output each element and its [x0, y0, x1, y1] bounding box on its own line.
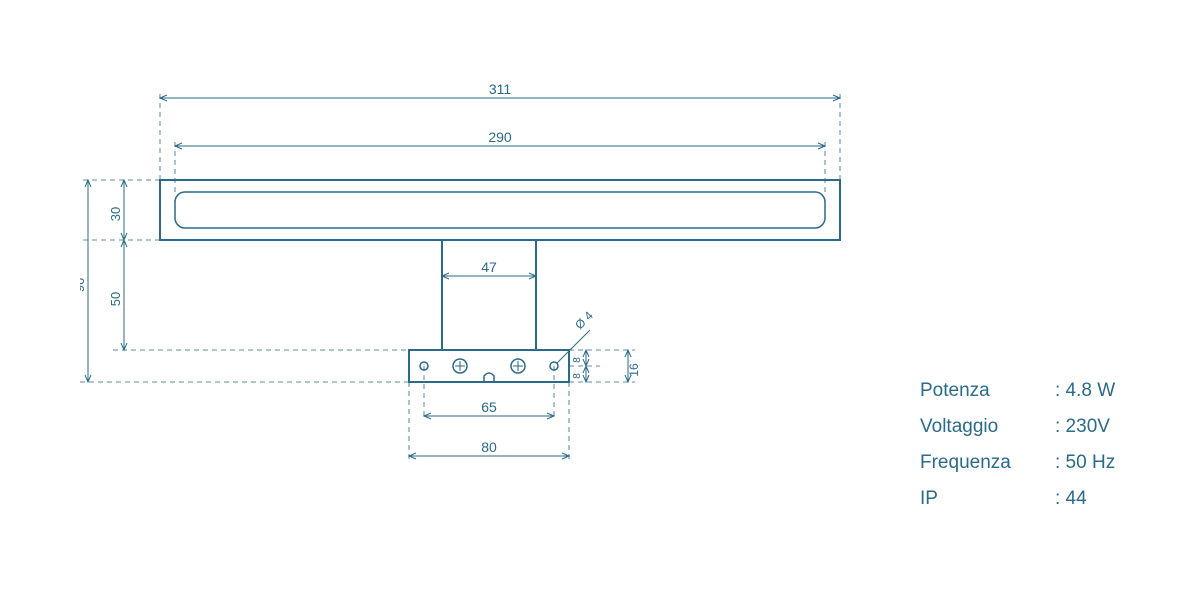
- dim-80: 80: [481, 439, 497, 455]
- neck: [442, 240, 536, 350]
- spec-table: Potenza : 4.8 W Voltaggio : 230V Frequen…: [920, 380, 1115, 524]
- spec-value-potenza: : 4.8 W: [1055, 380, 1115, 402]
- dim-dia4: Ø 4: [572, 308, 596, 332]
- spec-row: Frequenza : 50 Hz: [920, 452, 1115, 474]
- dim-8b: 8: [572, 373, 583, 379]
- dim-30: 30: [108, 207, 123, 221]
- body-lens: [175, 192, 825, 228]
- spec-label-potenza: Potenza: [920, 380, 1055, 402]
- spec-value-voltaggio: : 230V: [1055, 416, 1110, 438]
- spec-label-ip: IP: [920, 488, 1055, 510]
- dim-50: 50: [108, 292, 123, 306]
- spec-label-voltaggio: Voltaggio: [920, 416, 1055, 438]
- dim-16: 16: [627, 363, 641, 377]
- dim-47: 47: [481, 259, 497, 275]
- spec-row: IP : 44: [920, 488, 1115, 510]
- dim-65: 65: [481, 399, 497, 415]
- spec-value-ip: : 44: [1055, 488, 1087, 510]
- spec-row: Voltaggio : 230V: [920, 416, 1115, 438]
- dim-96: 96: [80, 278, 87, 292]
- dim-311: 311: [489, 81, 512, 97]
- spec-row: Potenza : 4.8 W: [920, 380, 1115, 402]
- drawing-svg: 311 290 30 50 96 47 65 80 8 8 16 Ø 4: [80, 80, 880, 560]
- dim-8a: 8: [572, 357, 583, 363]
- dim-290: 290: [488, 129, 512, 145]
- mount-plate: [409, 350, 569, 382]
- spec-value-frequenza: : 50 Hz: [1055, 452, 1115, 474]
- spec-label-frequenza: Frequenza: [920, 452, 1055, 474]
- technical-drawing: 311 290 30 50 96 47 65 80 8 8 16 Ø 4: [80, 80, 880, 565]
